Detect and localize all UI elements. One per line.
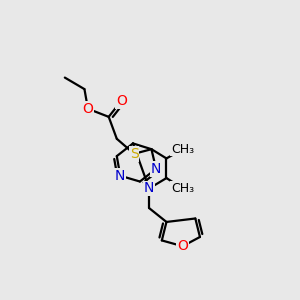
Text: N: N xyxy=(144,182,154,196)
Text: CH₃: CH₃ xyxy=(171,182,194,195)
Text: CH₃: CH₃ xyxy=(171,143,194,156)
Text: N: N xyxy=(115,169,125,183)
Text: O: O xyxy=(116,94,127,108)
Text: S: S xyxy=(130,147,139,161)
Text: N: N xyxy=(151,162,161,176)
Text: O: O xyxy=(82,102,93,116)
Text: O: O xyxy=(177,239,188,253)
